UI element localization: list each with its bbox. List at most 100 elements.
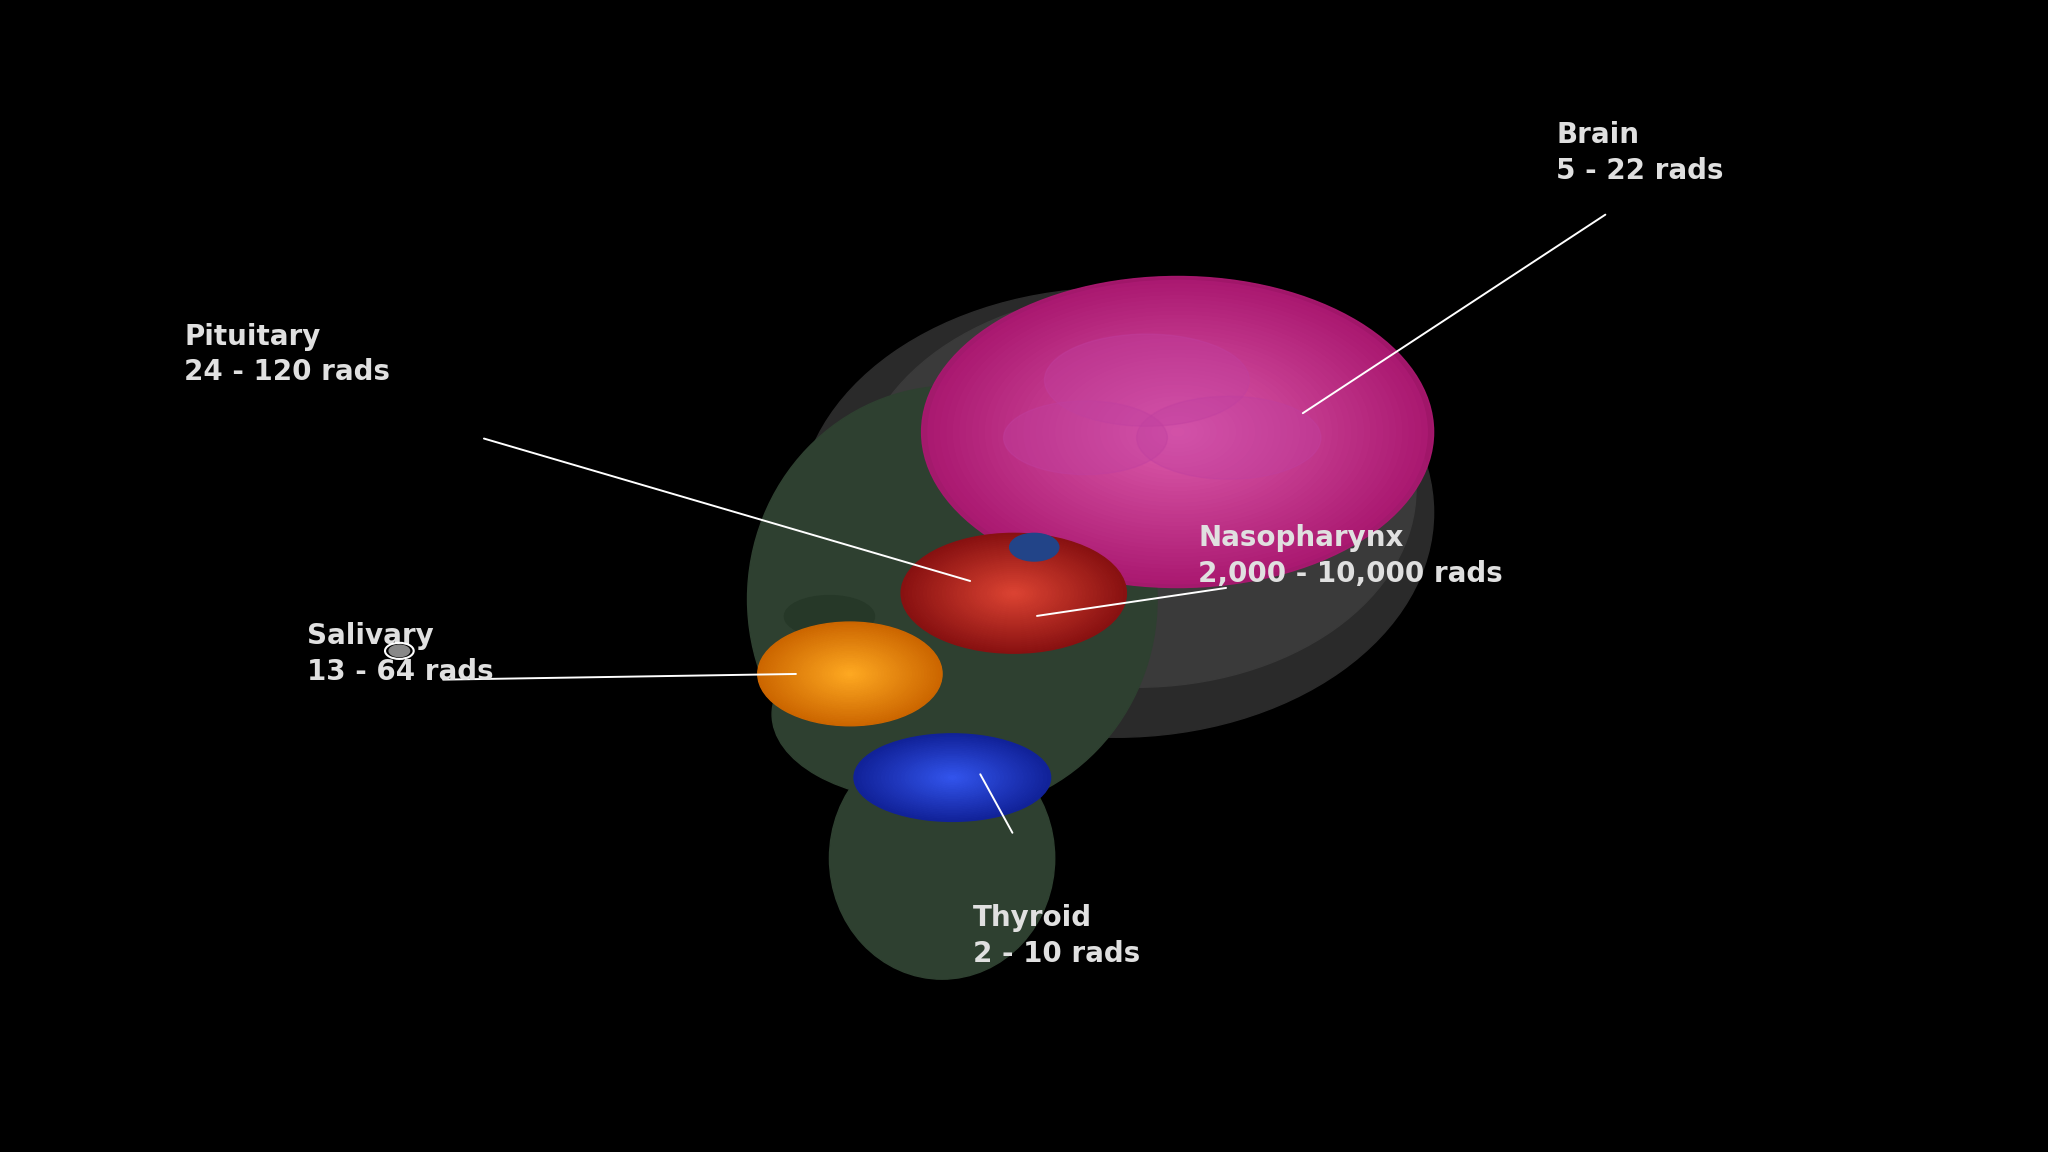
- Ellipse shape: [770, 629, 930, 719]
- Ellipse shape: [1006, 590, 1022, 597]
- Ellipse shape: [881, 746, 1024, 809]
- Ellipse shape: [866, 740, 1038, 816]
- Ellipse shape: [836, 666, 864, 682]
- Ellipse shape: [928, 280, 1427, 584]
- Ellipse shape: [795, 643, 905, 705]
- Ellipse shape: [1010, 591, 1018, 596]
- Ellipse shape: [936, 771, 969, 785]
- Ellipse shape: [946, 558, 1081, 629]
- Ellipse shape: [979, 311, 1376, 553]
- Ellipse shape: [1030, 342, 1325, 522]
- Ellipse shape: [1165, 424, 1190, 440]
- Ellipse shape: [987, 579, 1040, 607]
- Ellipse shape: [940, 772, 965, 783]
- Ellipse shape: [1102, 386, 1253, 479]
- Ellipse shape: [922, 276, 1434, 588]
- Ellipse shape: [889, 750, 1016, 805]
- Text: Thyroid
2 - 10 rads: Thyroid 2 - 10 rads: [973, 904, 1141, 968]
- Ellipse shape: [1004, 401, 1167, 475]
- Ellipse shape: [934, 285, 1421, 579]
- Ellipse shape: [967, 304, 1389, 560]
- Ellipse shape: [926, 765, 979, 790]
- Ellipse shape: [901, 755, 1004, 801]
- Ellipse shape: [827, 661, 872, 687]
- Ellipse shape: [954, 561, 1073, 626]
- Ellipse shape: [938, 553, 1090, 634]
- Ellipse shape: [946, 291, 1409, 573]
- Ellipse shape: [913, 539, 1114, 647]
- Ellipse shape: [766, 627, 932, 721]
- Ellipse shape: [956, 563, 1069, 623]
- Ellipse shape: [897, 753, 1008, 802]
- Ellipse shape: [1108, 389, 1247, 475]
- Ellipse shape: [909, 758, 995, 797]
- Ellipse shape: [997, 323, 1356, 541]
- Ellipse shape: [991, 319, 1364, 545]
- Ellipse shape: [784, 638, 913, 710]
- Ellipse shape: [778, 634, 922, 713]
- Ellipse shape: [985, 316, 1370, 548]
- Text: Brain
5 - 22 rads: Brain 5 - 22 rads: [1556, 121, 1724, 184]
- Ellipse shape: [901, 533, 1126, 653]
- Ellipse shape: [813, 653, 887, 695]
- Ellipse shape: [1004, 588, 1024, 599]
- Ellipse shape: [829, 737, 1055, 979]
- Ellipse shape: [874, 743, 1030, 812]
- Ellipse shape: [1081, 373, 1274, 491]
- Ellipse shape: [854, 734, 1051, 821]
- Ellipse shape: [1120, 397, 1235, 467]
- Ellipse shape: [965, 567, 1063, 620]
- Ellipse shape: [913, 760, 991, 795]
- Ellipse shape: [764, 626, 936, 722]
- Ellipse shape: [950, 560, 1077, 627]
- Ellipse shape: [776, 632, 924, 715]
- Ellipse shape: [831, 664, 868, 684]
- Ellipse shape: [922, 764, 983, 791]
- Ellipse shape: [991, 582, 1036, 605]
- Ellipse shape: [905, 757, 999, 798]
- Ellipse shape: [893, 751, 1012, 804]
- Ellipse shape: [944, 774, 961, 781]
- Ellipse shape: [870, 741, 1034, 814]
- Ellipse shape: [797, 645, 901, 703]
- Ellipse shape: [1018, 335, 1337, 529]
- Ellipse shape: [1126, 401, 1229, 463]
- Ellipse shape: [905, 536, 1122, 651]
- Ellipse shape: [774, 631, 926, 717]
- Ellipse shape: [807, 650, 893, 698]
- Ellipse shape: [1057, 358, 1298, 506]
- Ellipse shape: [825, 660, 874, 688]
- Ellipse shape: [969, 569, 1059, 617]
- Ellipse shape: [801, 646, 899, 702]
- Ellipse shape: [915, 541, 1112, 645]
- Ellipse shape: [788, 639, 911, 708]
- Ellipse shape: [1171, 429, 1184, 435]
- Ellipse shape: [762, 624, 938, 725]
- Ellipse shape: [758, 622, 942, 726]
- Ellipse shape: [858, 736, 1047, 819]
- Ellipse shape: [934, 552, 1094, 635]
- Text: Salivary
13 - 64 rads: Salivary 13 - 64 rads: [307, 622, 494, 685]
- Ellipse shape: [1137, 396, 1321, 479]
- Ellipse shape: [1151, 417, 1202, 448]
- Ellipse shape: [862, 737, 1042, 818]
- Ellipse shape: [940, 288, 1415, 576]
- Ellipse shape: [858, 291, 1415, 688]
- Ellipse shape: [932, 550, 1096, 637]
- Ellipse shape: [1069, 366, 1286, 498]
- Ellipse shape: [1024, 339, 1331, 525]
- Ellipse shape: [838, 667, 862, 681]
- Ellipse shape: [791, 641, 909, 707]
- Ellipse shape: [948, 775, 956, 780]
- Ellipse shape: [844, 670, 856, 677]
- Ellipse shape: [821, 658, 877, 689]
- Ellipse shape: [973, 571, 1055, 615]
- Ellipse shape: [999, 585, 1028, 601]
- Ellipse shape: [1042, 350, 1313, 514]
- Ellipse shape: [840, 668, 860, 680]
- Ellipse shape: [928, 547, 1100, 639]
- Ellipse shape: [1133, 404, 1223, 460]
- Ellipse shape: [928, 767, 977, 788]
- Text: Nasopharynx
2,000 - 10,000 rads: Nasopharynx 2,000 - 10,000 rads: [1198, 524, 1503, 588]
- Ellipse shape: [1006, 327, 1350, 537]
